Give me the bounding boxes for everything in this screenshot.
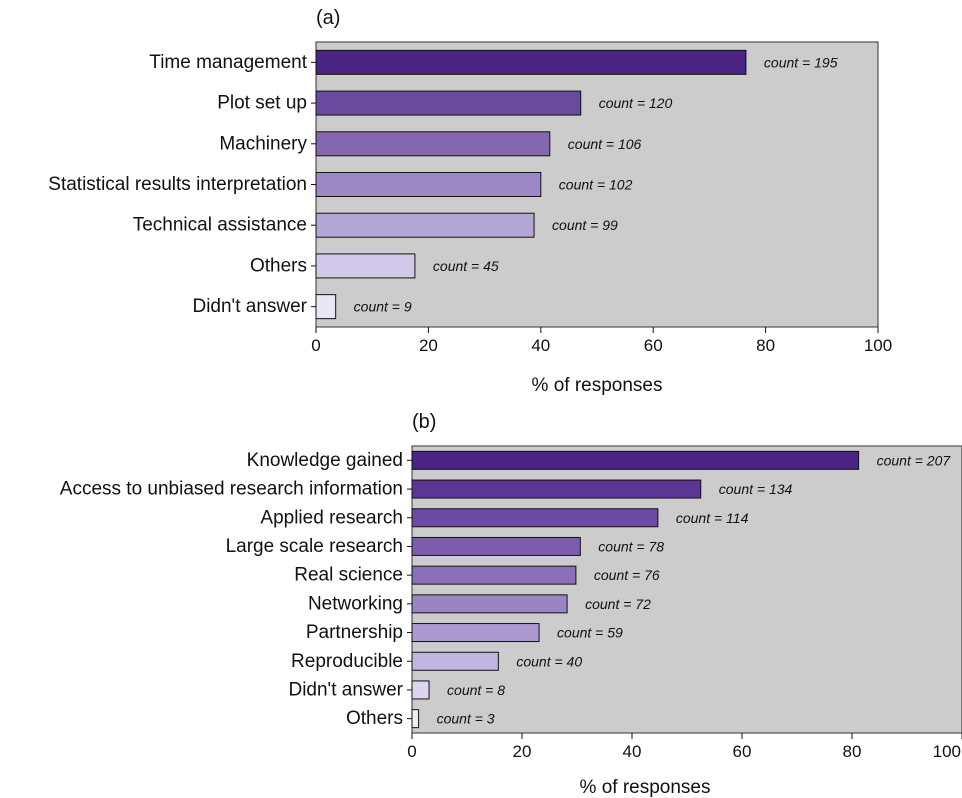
panel-a-bar — [315, 90, 582, 116]
panel-b-bar — [411, 623, 540, 643]
panel-b-category-label: Didn't answer — [288, 679, 403, 700]
panel-b-x-tick-label: 80 — [843, 742, 862, 761]
panel-b-count-label: count = 76 — [594, 567, 660, 583]
panel-b-category-label: Partnership — [306, 622, 403, 643]
panel-a-category-label: Plot set up — [217, 93, 307, 114]
panel-b-category-label: Networking — [308, 593, 403, 614]
panel-a-bar — [315, 131, 551, 157]
panel-b-bar — [411, 508, 659, 528]
panel-b-bar — [411, 680, 430, 700]
panel-b-category-label: Knowledge gained — [247, 450, 403, 471]
panel-b-count-label: count = 78 — [598, 538, 664, 554]
panel-b-category-label: Applied research — [260, 507, 403, 528]
panel-a-count-label: count = 45 — [433, 258, 499, 274]
panel-b-label: (b) — [412, 411, 436, 433]
panel-b-bar — [411, 594, 568, 614]
panel-b-count-label: count = 114 — [676, 510, 749, 526]
panel-b-category-label: Real science — [294, 565, 403, 586]
panel-b-x-tick-label: 60 — [733, 742, 752, 761]
panel-a-x-tick-label: 60 — [644, 336, 663, 355]
panel-b-category-label: Reproducible — [291, 651, 403, 672]
panel-b-bar — [411, 651, 499, 671]
panel-a-label: (a) — [316, 7, 340, 29]
panel-a-bar — [315, 49, 747, 75]
panel-a-count-label: count = 9 — [354, 299, 412, 315]
panel-b-x-tick-label: 0 — [407, 742, 416, 761]
panel-b-x-tick-label: 100 — [933, 742, 961, 761]
panel-a-x-tick-label: 80 — [756, 336, 775, 355]
panel-b-bar — [411, 709, 420, 729]
panel-b-bar — [411, 536, 581, 556]
panel-a-x-tick-label: 40 — [531, 336, 550, 355]
panel-b-count-label: count = 134 — [719, 481, 793, 497]
panel-b-count-label: count = 59 — [557, 625, 623, 641]
panel-a-category-label: Time management — [149, 52, 307, 73]
panel-b-x-tick-label: 40 — [623, 742, 642, 761]
panel-a-count-label: count = 99 — [552, 217, 618, 233]
panel-a-count-label: count = 120 — [599, 95, 673, 111]
panel-a-x-tick-label: 100 — [864, 336, 892, 355]
panel-a-category-label: Others — [250, 255, 307, 276]
panel-a-count-label: count = 102 — [559, 177, 633, 193]
panel-a-bar — [315, 294, 337, 320]
panel-a-x-tick-label: 0 — [311, 336, 320, 355]
panel-a-x-tick-label: 20 — [419, 336, 438, 355]
panel-a-bar — [315, 253, 416, 279]
panel-b-x-axis-title: % of responses — [580, 777, 711, 798]
panel-b-category-label: Access to unbiased research information — [60, 479, 403, 500]
panel-b-count-label: count = 72 — [585, 596, 651, 612]
panel-b-x-tick-label: 20 — [513, 742, 532, 761]
panel-a-bar — [315, 172, 542, 197]
panel-a-category-label: Technical assistance — [133, 215, 307, 236]
panel-a-x-axis-title: % of responses — [532, 375, 663, 396]
panel-a-count-label: count = 195 — [764, 54, 838, 70]
panel-a-category-label: Machinery — [219, 133, 307, 154]
panel-b-category-label: Others — [346, 708, 403, 729]
panel-b-count-label: count = 3 — [437, 711, 495, 727]
panel-a-bar — [315, 212, 535, 238]
panel-a-category-label: Statistical results interpretation — [48, 174, 307, 195]
panel-a-count-label: count = 106 — [568, 136, 642, 152]
panel-b-bar — [411, 565, 577, 585]
panel-b-count-label: count = 207 — [877, 452, 952, 468]
panel-b-bar — [411, 479, 702, 499]
panel-b-count-label: count = 40 — [516, 653, 582, 669]
panel-b-count-label: count = 8 — [447, 682, 505, 698]
panel-b-category-label: Large scale research — [226, 536, 403, 557]
panel-b-bar — [411, 450, 860, 470]
panel-a-category-label: Didn't answer — [192, 296, 307, 317]
